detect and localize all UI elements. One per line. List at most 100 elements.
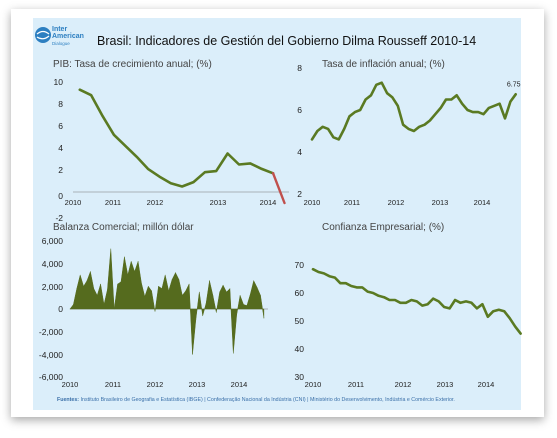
inflacion-point [488, 107, 490, 109]
balanza-y-tick: 4,000 [42, 259, 64, 269]
footer-label: Fuentes: [57, 397, 80, 403]
inflacion-point [445, 99, 447, 100]
balanza-x-tick: 2010 [62, 380, 79, 389]
balanza-point [260, 295, 261, 296]
inflacion-point [456, 95, 458, 96]
balanza-point [212, 295, 214, 296]
inflacion-point [435, 113, 436, 115]
balanza-point [69, 308, 71, 310]
balanza-point [216, 312, 217, 313]
inflacion-point [440, 107, 442, 109]
pib-point [170, 182, 172, 184]
balanza-point [120, 281, 122, 283]
pib-x-tick: 2013 [210, 198, 227, 207]
balanza-point [130, 261, 132, 262]
inflacion-point [429, 120, 431, 121]
confianza-point [460, 302, 461, 304]
pib-point [193, 181, 194, 183]
inflacion-point [343, 128, 345, 130]
inflacion-annotation: 6.75 [507, 81, 521, 88]
inflacion-point [413, 130, 415, 132]
inflacion-point [322, 126, 324, 128]
inflacion-point [477, 111, 479, 113]
balanza-chart: Balanza Comercial; millón dólar 6,000 4,00… [39, 222, 268, 389]
balanza-point [144, 296, 146, 297]
balanza-point [127, 274, 129, 276]
confianza-point [514, 326, 516, 327]
balanza-area [69, 248, 265, 355]
balanza-y-tick: -2,000 [39, 327, 63, 337]
balanza-point [113, 308, 115, 310]
confianza-point [340, 282, 341, 284]
globe-icon [35, 27, 51, 43]
confianza-x-tick: 2010 [305, 380, 322, 389]
pib-x-tick: 2014 [260, 198, 277, 207]
pib-point [90, 94, 92, 96]
balanza-point [185, 290, 186, 292]
pib-x-tick: 2011 [105, 198, 121, 207]
pib-chart: PIB: Tasa de crecimiento anual; (%) 10 8 6 4… [53, 59, 289, 223]
confianza-point [334, 277, 336, 278]
inflacion-point [359, 109, 361, 111]
footer-sources: Fuentes: Instituto Brasileiro de Geograf… [57, 397, 455, 403]
pib-series-line [78, 88, 275, 188]
balanza-point [263, 317, 265, 319]
balanza-point [154, 311, 156, 312]
balanza-point [86, 280, 88, 282]
pib-x-tick: 2010 [65, 198, 82, 207]
confianza-point [356, 287, 358, 288]
balanza-point [233, 352, 234, 354]
inflacion-point [424, 124, 425, 125]
confianza-point [367, 291, 368, 292]
pib-y-tick: 2 [58, 165, 63, 175]
logo-text: Dialogue [52, 41, 70, 46]
confianza-point [323, 273, 325, 274]
balanza-point [219, 291, 220, 293]
confianza-point [361, 287, 363, 288]
pib-point [136, 156, 137, 158]
inflacion-point [354, 111, 356, 113]
inflacion-point [418, 126, 420, 128]
pib-title: PIB: Tasa de crecimiento anual; (%) [53, 59, 212, 70]
balanza-point [107, 289, 108, 291]
confianza-point [372, 292, 374, 294]
balanza-y-tick: -6,000 [39, 372, 63, 382]
inflacion-point [376, 84, 377, 86]
inflacion-x-tick: 2010 [304, 198, 321, 207]
inflacion-y-tick: 2 [297, 189, 302, 199]
balanza-y-tick: 0 [58, 304, 63, 314]
balanza-point [178, 279, 180, 280]
logo-text: American [52, 33, 84, 40]
balanza-x-tick: 2012 [147, 380, 164, 389]
confianza-x-tick: 2014 [478, 380, 495, 389]
inflacion-x-tick: 2011 [344, 198, 360, 207]
balanza-point [239, 295, 241, 296]
balanza-point [229, 288, 231, 289]
confianza-point [389, 299, 390, 301]
confianza-point [345, 282, 347, 284]
confianza-x-tick: 2012 [395, 380, 412, 389]
balanza-point [182, 295, 183, 296]
footer-text: Instituto Brasileiro de Geografia e Esta… [80, 397, 455, 403]
logo-text: Inter [52, 26, 67, 33]
balanza-point [79, 274, 81, 276]
balanza-point [205, 303, 207, 304]
confianza-x-tick: 2013 [437, 380, 454, 389]
pib-forecast-line [271, 172, 286, 205]
inflacion-point [515, 94, 516, 95]
pib-point [147, 168, 149, 170]
balanza-point [168, 290, 169, 292]
confianza-point [509, 317, 511, 319]
inflacion-x-tick: 2012 [388, 198, 405, 207]
confianza-title: Confianza Empresarial; (%) [322, 222, 444, 233]
inflacion-point [386, 92, 388, 94]
inflacion-point [327, 128, 329, 130]
main-title: Brasil: Indicadores de Gestión del Gobie… [97, 34, 477, 48]
pib-point [250, 163, 251, 164]
balanza-point [124, 256, 125, 258]
confianza-y-tick: 50 [295, 316, 305, 326]
pib-y-tick: 8 [58, 99, 63, 109]
